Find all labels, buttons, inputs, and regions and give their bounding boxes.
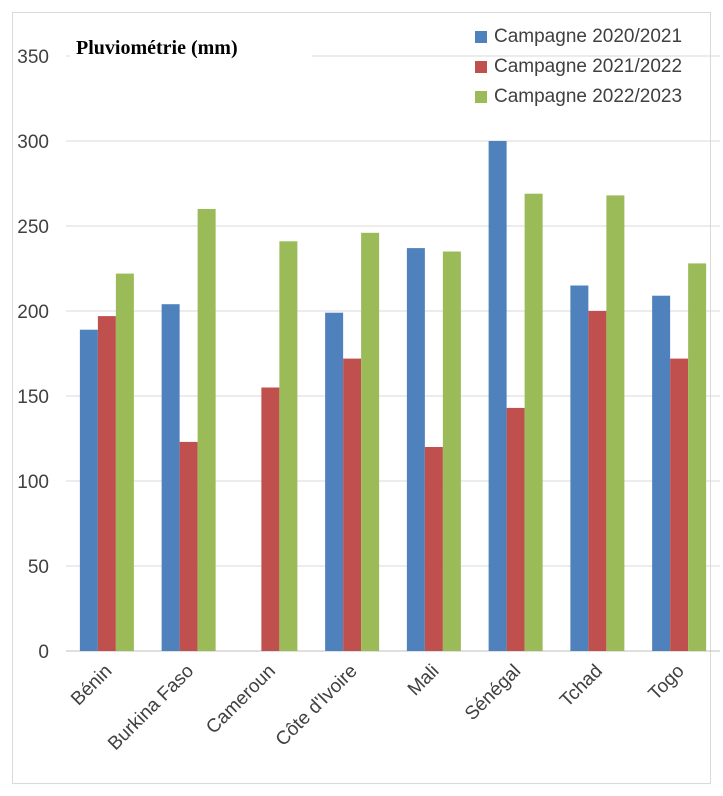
legend-label: Campagne 2020/2021 (494, 26, 683, 47)
bar (670, 358, 689, 651)
bar (161, 304, 180, 651)
legend-swatch (475, 91, 487, 103)
y-tick-label: 150 (17, 387, 49, 408)
y-tick-label: 50 (28, 557, 49, 578)
bar (506, 407, 525, 651)
bar (197, 209, 216, 651)
bar (488, 141, 507, 651)
bar (279, 241, 298, 652)
y-tick-label: 100 (17, 472, 49, 493)
y-tick-label: 200 (17, 302, 49, 323)
y-tick-label: 0 (38, 642, 49, 663)
legend-item: Campagne 2021/2022 (475, 52, 682, 82)
bar (325, 312, 344, 651)
bar (570, 285, 589, 651)
x-tick-label: Côte d'Ivoire (272, 661, 362, 751)
y-tick-label: 350 (17, 47, 49, 68)
bar (261, 387, 280, 651)
bar (97, 316, 116, 651)
x-tick-label: Sénégal (461, 661, 525, 725)
x-tick-label: Mali (404, 661, 443, 700)
bar (115, 273, 134, 651)
chart-title: Pluviométrie (mm) (76, 37, 238, 59)
legend-item: Campagne 2022/2023 (475, 82, 682, 112)
legend: Campagne 2020/2021 Campagne 2021/2022 Ca… (475, 22, 682, 112)
x-tick-label: Bénin (67, 661, 116, 710)
legend-swatch (475, 31, 487, 43)
legend-label: Campagne 2021/2022 (494, 56, 683, 77)
bar (424, 447, 443, 651)
bar (524, 193, 543, 651)
bar (652, 295, 671, 651)
legend-label: Campagne 2022/2023 (494, 86, 683, 107)
bar (361, 232, 380, 652)
x-tick-label: Tchad (556, 661, 607, 712)
legend-swatch (475, 61, 487, 73)
bar (442, 251, 461, 651)
x-tick-label: Burkina Faso (104, 661, 198, 755)
bar (606, 195, 625, 651)
x-tick-label: Cameroun (202, 661, 280, 739)
y-tick-label: 300 (17, 132, 49, 153)
bar (688, 263, 707, 651)
bar (588, 311, 607, 651)
bar (179, 441, 198, 651)
y-tick-label: 250 (17, 217, 49, 238)
legend-item: Campagne 2020/2021 (475, 22, 682, 52)
y-axis: 0 50 100 150 200 250 300 350 (17, 47, 49, 663)
bar (406, 248, 425, 651)
bars (79, 141, 707, 652)
title-background (70, 28, 312, 70)
x-tick-label: Togo (645, 661, 689, 705)
bar (343, 358, 362, 651)
bar (79, 329, 98, 651)
